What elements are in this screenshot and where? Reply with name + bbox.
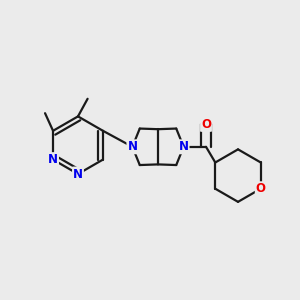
Text: N: N bbox=[48, 153, 58, 166]
Text: O: O bbox=[201, 118, 211, 131]
Text: N: N bbox=[128, 140, 137, 153]
Text: O: O bbox=[256, 182, 266, 195]
Text: N: N bbox=[178, 140, 189, 153]
Text: N: N bbox=[73, 167, 83, 181]
